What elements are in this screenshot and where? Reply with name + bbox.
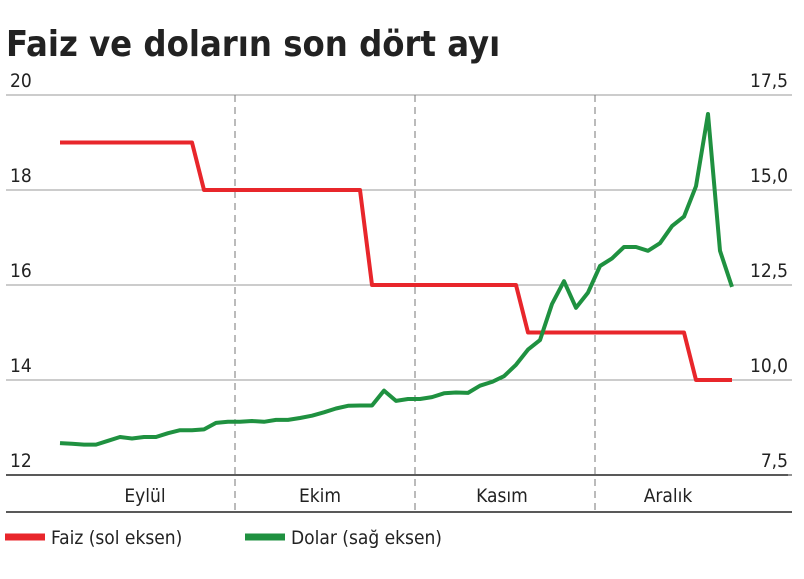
y-tick-label: 20 xyxy=(10,70,32,92)
chart-title: Faiz ve doların son dört ayı xyxy=(6,24,500,65)
x-tick-label: Ekim xyxy=(299,485,341,507)
y-tick-label: 12 xyxy=(10,450,32,472)
series-line xyxy=(60,140,732,382)
series-line xyxy=(59,112,734,447)
y2-tick-label: 12,5 xyxy=(750,260,788,282)
y2-tick-label: 17,5 xyxy=(750,70,788,92)
y-tick-label: 16 xyxy=(10,260,32,282)
y2-tick-label: 10,0 xyxy=(750,355,788,377)
y2-tick-label: 15,0 xyxy=(750,165,788,187)
x-tick-label: Aralık xyxy=(644,485,693,507)
y2-tick-label: 7,5 xyxy=(761,450,788,472)
y-tick-label: 18 xyxy=(10,165,32,187)
x-tick-label: Eylül xyxy=(124,485,165,507)
x-tick-label: Kasım xyxy=(476,485,528,507)
legend-label: Faiz (sol eksen) xyxy=(51,527,182,549)
legend-label: Dolar (sağ eksen) xyxy=(291,527,442,549)
y-tick-label: 14 xyxy=(10,355,32,377)
